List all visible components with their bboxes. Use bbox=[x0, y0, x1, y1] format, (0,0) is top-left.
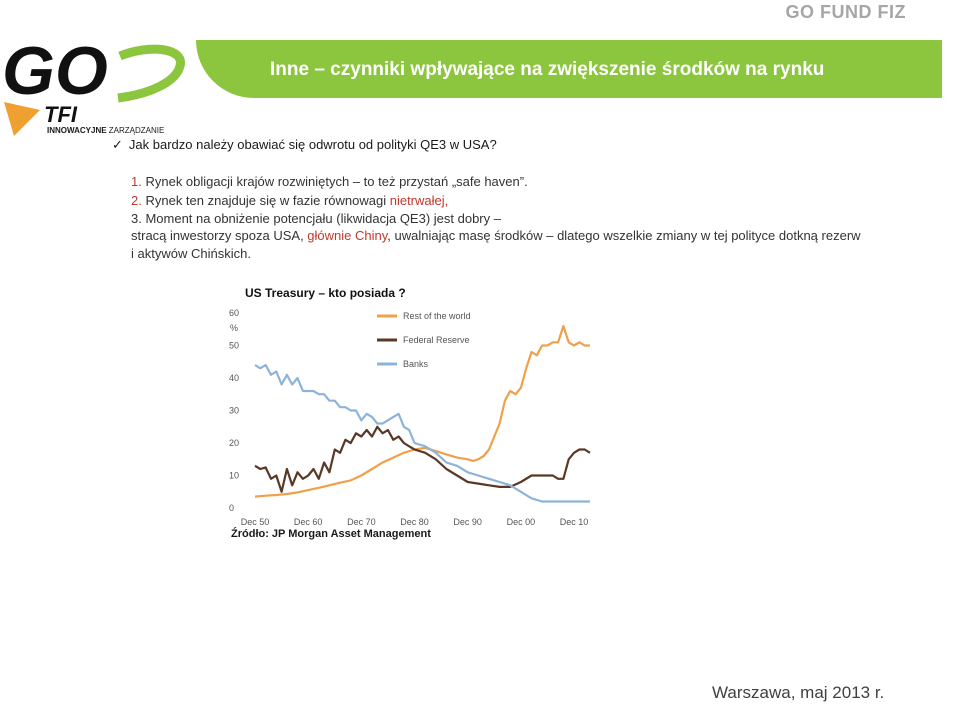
point-3-text-a: stracą inwestorzy spoza USA, bbox=[131, 228, 308, 243]
logo-tagline-bold: INNOWACYJNE bbox=[47, 126, 107, 135]
point-3-line-3: i aktywów Chińskich. bbox=[131, 246, 251, 261]
y-tick-label: 60 bbox=[229, 308, 239, 318]
footer-location-date: Warszawa, maj 2013 r. bbox=[712, 683, 885, 702]
point-1-text: Rynek obligacji krajów rozwiniętych – to… bbox=[145, 174, 528, 189]
legend-label-1: Federal Reserve bbox=[403, 335, 470, 345]
x-tick-label: Dec 00 bbox=[507, 517, 536, 527]
point-2-highlight: nietrwałej, bbox=[389, 193, 449, 208]
logo-main-text: GO bbox=[2, 36, 108, 109]
y-tick-label: 30 bbox=[229, 406, 239, 416]
title-banner bbox=[196, 40, 942, 98]
point-3-line-2: stracą inwestorzy spoza USA, głównie Chi… bbox=[131, 228, 861, 243]
point-3-highlight: głównie Chiny bbox=[307, 228, 388, 243]
y-tick-label: 10 bbox=[229, 471, 239, 481]
x-tick-label: Dec 90 bbox=[453, 517, 482, 527]
series-line-0 bbox=[254, 324, 590, 498]
point-2-text: Rynek ten znajduje się w fazie równowagi bbox=[145, 193, 390, 208]
chart-title: US Treasury – kto posiada ? bbox=[245, 286, 406, 300]
legend-label-0: Rest of the world bbox=[403, 311, 471, 321]
x-tick-label: Dec 10 bbox=[560, 517, 589, 527]
point-1: 1. Rynek obligacji krajów rozwiniętych –… bbox=[131, 174, 528, 189]
slide-title: Inne – czynniki wpływające na zwiększeni… bbox=[270, 59, 825, 80]
x-tick-label: Dec 70 bbox=[347, 517, 376, 527]
point-3-line-1: 3. Moment na obniżenie potencjału (likwi… bbox=[131, 211, 501, 226]
point-2-number: 2. bbox=[131, 193, 146, 208]
point-3-text-b: , uwalniając masę środków – dlatego wsze… bbox=[387, 228, 861, 243]
x-tick-label: Dec 60 bbox=[294, 517, 323, 527]
brand-title: GO FUND FIZ bbox=[785, 2, 906, 22]
chart-ylabel: % bbox=[230, 323, 238, 333]
y-tick-label: 20 bbox=[229, 438, 239, 448]
y-tick-label: 0 bbox=[229, 503, 234, 513]
series-line-2 bbox=[254, 363, 590, 503]
logo-arrow-icon bbox=[4, 102, 40, 136]
logo-tagline: INNOWACYJNE ZARZĄDZANIE bbox=[47, 126, 164, 135]
logo-swoosh-icon bbox=[117, 44, 185, 103]
x-tick-label: Dec 80 bbox=[400, 517, 429, 527]
y-tick-label: 40 bbox=[229, 373, 239, 383]
question-line: ✓ Jak bardzo należy obawiać się odwrotu o… bbox=[112, 137, 497, 153]
y-tick-label: 50 bbox=[229, 341, 239, 351]
point-1-number: 1. bbox=[131, 174, 146, 189]
point-2: 2. Rynek ten znajduje się w fazie równow… bbox=[131, 193, 448, 208]
checkmark-icon: ✓ bbox=[112, 137, 123, 152]
x-tick-label: Dec 50 bbox=[241, 517, 270, 527]
go-tfi-logo: GO TFI bbox=[2, 36, 185, 136]
series-line-1 bbox=[254, 425, 591, 493]
question-text: Jak bardzo należy obawiać się odwrotu od… bbox=[128, 137, 497, 152]
chart-source: Źródło: JP Morgan Asset Management bbox=[231, 528, 431, 540]
logo-sub-text: TFI bbox=[44, 102, 78, 127]
treasury-chart: US Treasury – kto posiada ? % 0 10 20 30 40 5… bbox=[229, 286, 591, 527]
legend-label-2: Banks bbox=[403, 359, 429, 369]
logo-tagline-light: ZARZĄDZANIE bbox=[108, 126, 165, 135]
